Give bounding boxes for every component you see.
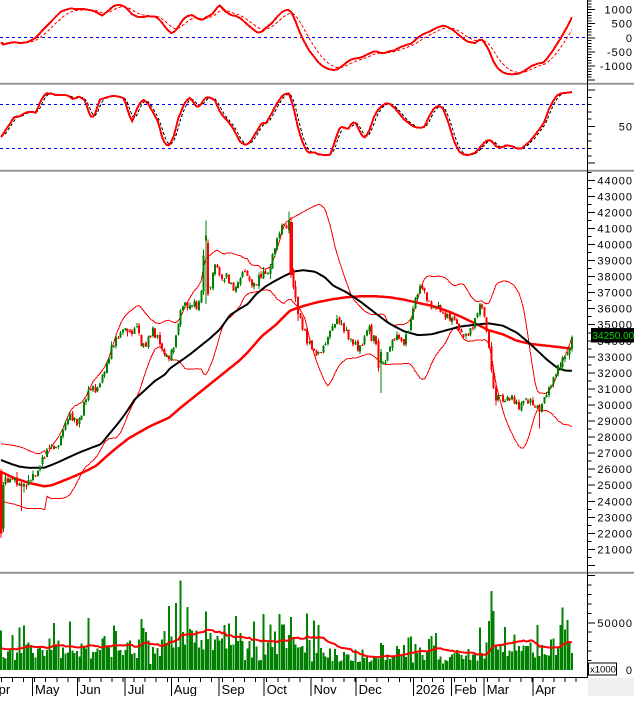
svg-text:0: 0: [626, 33, 633, 45]
svg-text:Mar: Mar: [487, 682, 510, 696]
svg-text:Aug: Aug: [174, 682, 197, 696]
svg-text:28000: 28000: [597, 432, 633, 444]
svg-text:30000: 30000: [597, 400, 633, 412]
svg-text:25000: 25000: [597, 480, 633, 492]
svg-text:21000: 21000: [597, 544, 633, 556]
svg-text:36000: 36000: [597, 304, 633, 316]
svg-text:23000: 23000: [597, 512, 633, 524]
svg-text:-1000: -1000: [600, 61, 633, 73]
svg-text:0: 0: [626, 665, 633, 677]
svg-text:31000: 31000: [597, 384, 633, 396]
svg-text:29000: 29000: [597, 416, 633, 428]
svg-text:27000: 27000: [597, 448, 633, 460]
svg-text:22000: 22000: [597, 528, 633, 540]
svg-text:-500: -500: [607, 47, 633, 59]
svg-text:41000: 41000: [597, 223, 633, 235]
svg-text:39000: 39000: [597, 256, 633, 268]
svg-text:Apr: Apr: [0, 682, 11, 696]
svg-text:50: 50: [619, 122, 633, 134]
svg-text:38000: 38000: [597, 272, 633, 284]
svg-text:44000: 44000: [597, 175, 633, 187]
svg-text:50000: 50000: [597, 618, 633, 630]
svg-text:33000: 33000: [597, 352, 633, 364]
svg-text:42000: 42000: [597, 207, 633, 219]
svg-text:Apr: Apr: [535, 682, 556, 696]
svg-text:Dec: Dec: [359, 682, 383, 696]
svg-text:24000: 24000: [597, 496, 633, 508]
svg-text:Nov: Nov: [314, 682, 338, 696]
svg-text:26000: 26000: [597, 464, 633, 476]
svg-text:Feb: Feb: [454, 682, 476, 696]
svg-text:May: May: [35, 682, 60, 696]
svg-text:43000: 43000: [597, 191, 633, 203]
svg-text:37000: 37000: [597, 288, 633, 300]
svg-text:Jul: Jul: [128, 682, 145, 696]
svg-text:40000: 40000: [597, 240, 633, 252]
svg-text:1000: 1000: [605, 5, 633, 17]
svg-text:Sep: Sep: [222, 682, 245, 696]
svg-text:32000: 32000: [597, 368, 633, 380]
svg-text:500: 500: [612, 19, 633, 31]
svg-text:34250.00: 34250.00: [593, 331, 634, 342]
svg-text:x1000: x1000: [590, 665, 616, 676]
svg-text:Oct: Oct: [267, 682, 288, 696]
svg-text:2026: 2026: [416, 682, 445, 696]
svg-text:Jun: Jun: [80, 682, 101, 696]
